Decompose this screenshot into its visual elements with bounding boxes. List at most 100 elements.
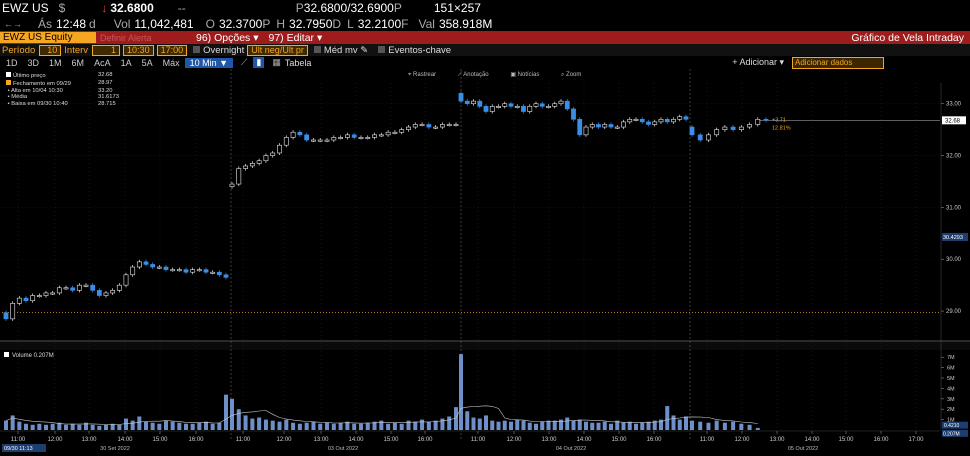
noticias-button[interactable]: ▣ Notícias bbox=[510, 72, 540, 78]
settings-bar: Período 10 Interv 1 10:30 17:00 Overnigh… bbox=[0, 44, 970, 56]
ult-neg-select[interactable]: Últ neg/Últ pr bbox=[247, 44, 308, 56]
time-start-input[interactable]: 10:30 bbox=[123, 44, 154, 56]
anotacao-button[interactable]: ⟋ Anotação bbox=[457, 72, 489, 78]
legend-value: 31.6173 bbox=[98, 94, 119, 101]
candle-body bbox=[589, 124, 595, 128]
options-menu[interactable]: 96) Opções ▾ bbox=[196, 31, 259, 44]
volume-bar bbox=[615, 420, 620, 430]
volume-bar bbox=[57, 422, 62, 430]
rastrear-button[interactable]: ⌖ Rastrear bbox=[408, 72, 437, 78]
volume-bar bbox=[714, 420, 719, 430]
bid-prefix: P bbox=[295, 1, 304, 15]
zoom-button[interactable]: ⌕ Zoom bbox=[561, 72, 582, 78]
date-label: 30 Set 2022 bbox=[100, 446, 130, 452]
candle-chart-icon[interactable]: ▮ bbox=[253, 57, 265, 68]
mid-tag: 30.4293 bbox=[943, 235, 963, 241]
checkbox-icon bbox=[193, 46, 201, 54]
legend-item[interactable]: Fechamento em 09/29 28.97 bbox=[6, 79, 119, 88]
overnight-checkbox[interactable]: Overnight bbox=[193, 45, 244, 56]
volume-bar bbox=[627, 421, 632, 430]
legend-label: Fechamento em 09/29 bbox=[13, 80, 72, 87]
price-tick-label: 33.00 bbox=[946, 102, 962, 108]
volume-bar bbox=[465, 411, 470, 430]
price-tick-label: 29.00 bbox=[946, 309, 962, 315]
interval-input[interactable]: 1 bbox=[92, 44, 121, 56]
legend: Último preço 32.68 Fechamento em 09/29 28.… bbox=[6, 72, 119, 108]
legend-item: • Média 31.6173 bbox=[6, 94, 119, 101]
volume-bar bbox=[509, 421, 513, 430]
adicionar-button[interactable]: + Adicionar ▾ bbox=[732, 57, 784, 67]
volume-bar bbox=[646, 421, 651, 430]
volume-bar bbox=[24, 423, 28, 430]
volume-bar bbox=[331, 423, 336, 430]
tab-5a[interactable]: 5A bbox=[141, 57, 153, 68]
time-tick-label: 14:00 bbox=[804, 437, 820, 443]
time-tick-label: 13:00 bbox=[81, 437, 97, 443]
adicionar-dados-input[interactable]: Adicionar dados bbox=[792, 56, 884, 69]
candle-body bbox=[571, 108, 576, 120]
checkbox-icon bbox=[378, 46, 386, 54]
candle-body bbox=[477, 100, 483, 107]
volume-bar bbox=[392, 422, 397, 430]
volume-bar bbox=[224, 394, 228, 430]
tab-3d[interactable]: 3D bbox=[27, 57, 40, 68]
med-mv-checkbox[interactable]: Méd mv ✎ bbox=[313, 44, 369, 56]
tab-1d[interactable]: 1D bbox=[6, 57, 18, 68]
time-label: Ás bbox=[38, 16, 53, 31]
candle-body bbox=[502, 103, 508, 107]
bid-suffix: P bbox=[393, 1, 402, 15]
line-chart-icon[interactable]: ⟋ bbox=[241, 57, 248, 67]
candle-body bbox=[270, 152, 276, 156]
open-label: O bbox=[205, 16, 215, 31]
volume-bar bbox=[399, 423, 404, 430]
back-arrows-icon[interactable]: ←→ bbox=[4, 18, 22, 29]
last-price: 32.6800 bbox=[110, 1, 154, 15]
tabela-button[interactable]: Tabela bbox=[284, 57, 312, 68]
candle-body bbox=[243, 165, 248, 169]
tab-1a[interactable]: 1A bbox=[120, 57, 132, 68]
volume-bar bbox=[677, 419, 682, 430]
volume-bar bbox=[70, 423, 75, 430]
legend-item[interactable]: Último preço 32.68 bbox=[6, 72, 119, 80]
edit-menu[interactable]: 97) Editar ▾ bbox=[268, 31, 323, 44]
candle-body bbox=[16, 297, 22, 304]
tab-1m[interactable]: 1M bbox=[49, 57, 62, 68]
tab-6m[interactable]: 6M bbox=[71, 57, 85, 68]
candle-body bbox=[633, 118, 639, 121]
candle-body bbox=[156, 266, 162, 269]
ticker[interactable]: EWZ US bbox=[2, 1, 49, 15]
volume-bar bbox=[243, 415, 248, 430]
table-icon[interactable]: ▦ bbox=[272, 57, 281, 67]
volume-bar bbox=[297, 423, 302, 430]
candlestick-chart[interactable]: 29.00 30.00 31.00 32.00 33.00 30.4293 32.68 +3.… bbox=[0, 69, 970, 456]
candle-body bbox=[539, 103, 545, 107]
tab-10min[interactable]: 10 Min ▼ bbox=[184, 57, 234, 68]
vol-tick-label: 2M bbox=[947, 407, 955, 413]
candle-body bbox=[483, 106, 489, 112]
volume-bar bbox=[426, 421, 431, 430]
candle-body bbox=[446, 124, 452, 126]
volume-bar bbox=[250, 418, 255, 430]
range-tabs: 1D 3D 1M 6M AcA 1A 5A Máx 10 Min ▼ ⟋ ▮ ▦… bbox=[0, 56, 970, 69]
security-field[interactable]: EWZ US Equity bbox=[0, 32, 96, 43]
time-tick-label: 11:00 bbox=[471, 437, 486, 443]
volume-bar bbox=[17, 421, 22, 430]
candle-body bbox=[658, 118, 664, 123]
candle-body bbox=[136, 261, 142, 268]
volume-bar bbox=[304, 422, 309, 430]
volume-bar bbox=[44, 424, 48, 430]
tab-max[interactable]: Máx bbox=[162, 57, 180, 68]
eventos-checkbox[interactable]: Eventos-chave bbox=[378, 45, 451, 56]
candle-body bbox=[324, 139, 330, 142]
period-input[interactable]: 10 bbox=[39, 44, 62, 56]
volume-bar bbox=[477, 418, 482, 430]
time-tick-label: 12:00 bbox=[47, 437, 63, 443]
time-tick-label: 15:00 bbox=[611, 437, 627, 443]
time-tick-label: 13:00 bbox=[313, 437, 329, 443]
volume-bar bbox=[386, 423, 391, 430]
hidden-alert-field[interactable]: Definir Alerta bbox=[100, 32, 152, 43]
pencil-icon[interactable]: ✎ bbox=[360, 44, 369, 56]
change-dash: -- bbox=[177, 1, 186, 15]
tab-aca[interactable]: AcA bbox=[94, 57, 111, 68]
time-end-input[interactable]: 17:00 bbox=[156, 44, 188, 56]
